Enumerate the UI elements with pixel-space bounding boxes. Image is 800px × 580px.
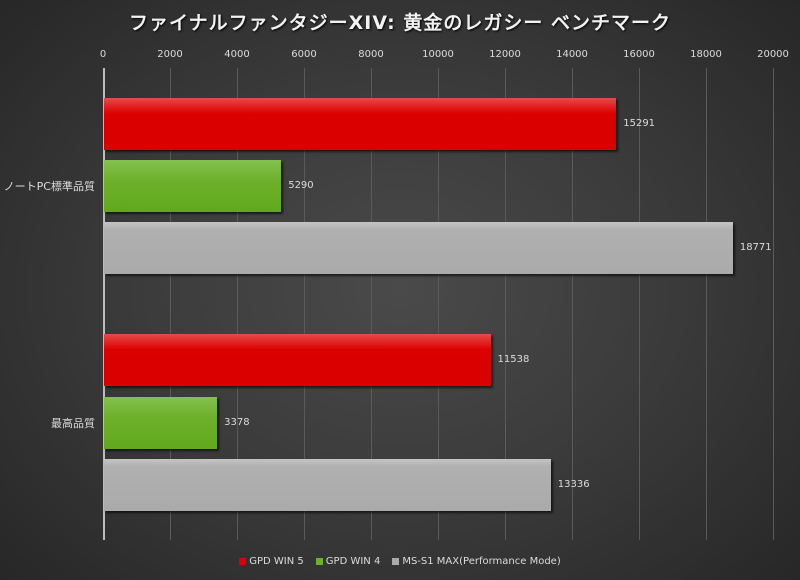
legend-label: MS-S1 MAX(Performance Mode) (402, 556, 561, 567)
x-tick-label: 18000 (690, 49, 722, 60)
data-label: 11538 (497, 354, 530, 365)
gridline (639, 68, 640, 540)
gridline (438, 68, 439, 540)
chart-title: ファイナルファンタジーXIV: 黄金のレガシー ベンチマーク (128, 12, 672, 34)
gridline (371, 68, 372, 540)
data-label: 3378 (224, 417, 250, 428)
gridline (505, 68, 506, 540)
legend-label: GPD WIN 4 (325, 556, 381, 567)
x-tick-label: 10000 (422, 49, 454, 60)
bar (104, 98, 617, 150)
data-label: 15291 (623, 118, 656, 129)
data-label: 5290 (288, 180, 314, 191)
x-tick-label: 0 (99, 49, 107, 60)
bar (104, 397, 218, 449)
x-tick-label: 20000 (757, 49, 789, 60)
x-tick-label: 14000 (556, 49, 588, 60)
bar (104, 459, 551, 511)
legend: GPD WIN 5 GPD WIN 4 MS-S1 MAX(Performance … (0, 556, 800, 567)
x-tick-label: 4000 (224, 49, 250, 60)
gridline (706, 68, 707, 540)
gridline (237, 68, 238, 540)
x-tick-label: 16000 (623, 49, 655, 60)
x-tick-label: 8000 (358, 49, 384, 60)
plot-area: 15291 5290 18771 11538 3378 13336 (103, 68, 774, 540)
legend-item: MS-S1 MAX(Performance Mode) (392, 556, 561, 567)
gridline (304, 68, 305, 540)
y-axis-line (103, 68, 105, 540)
legend-swatch-icon (315, 558, 323, 565)
category-label-highest-quality: 最高品質 (51, 417, 95, 430)
x-tick-label: 2000 (157, 49, 183, 60)
bar (104, 222, 733, 274)
bar (104, 334, 491, 386)
legend-swatch-icon (392, 558, 400, 565)
legend-item: GPD WIN 4 (315, 556, 381, 567)
gridline (572, 68, 573, 540)
category-label-notebook-standard: ノートPC標準品質 (3, 180, 95, 193)
legend-swatch-icon (239, 558, 247, 565)
x-tick-label: 6000 (291, 49, 317, 60)
bar (104, 160, 282, 212)
data-label: 13336 (557, 479, 590, 490)
data-label: 18771 (739, 242, 772, 253)
x-tick-label: 12000 (489, 49, 521, 60)
gridline (170, 68, 171, 540)
legend-item: GPD WIN 5 (239, 556, 304, 567)
gridline (773, 68, 774, 540)
legend-label: GPD WIN 5 (249, 556, 304, 567)
